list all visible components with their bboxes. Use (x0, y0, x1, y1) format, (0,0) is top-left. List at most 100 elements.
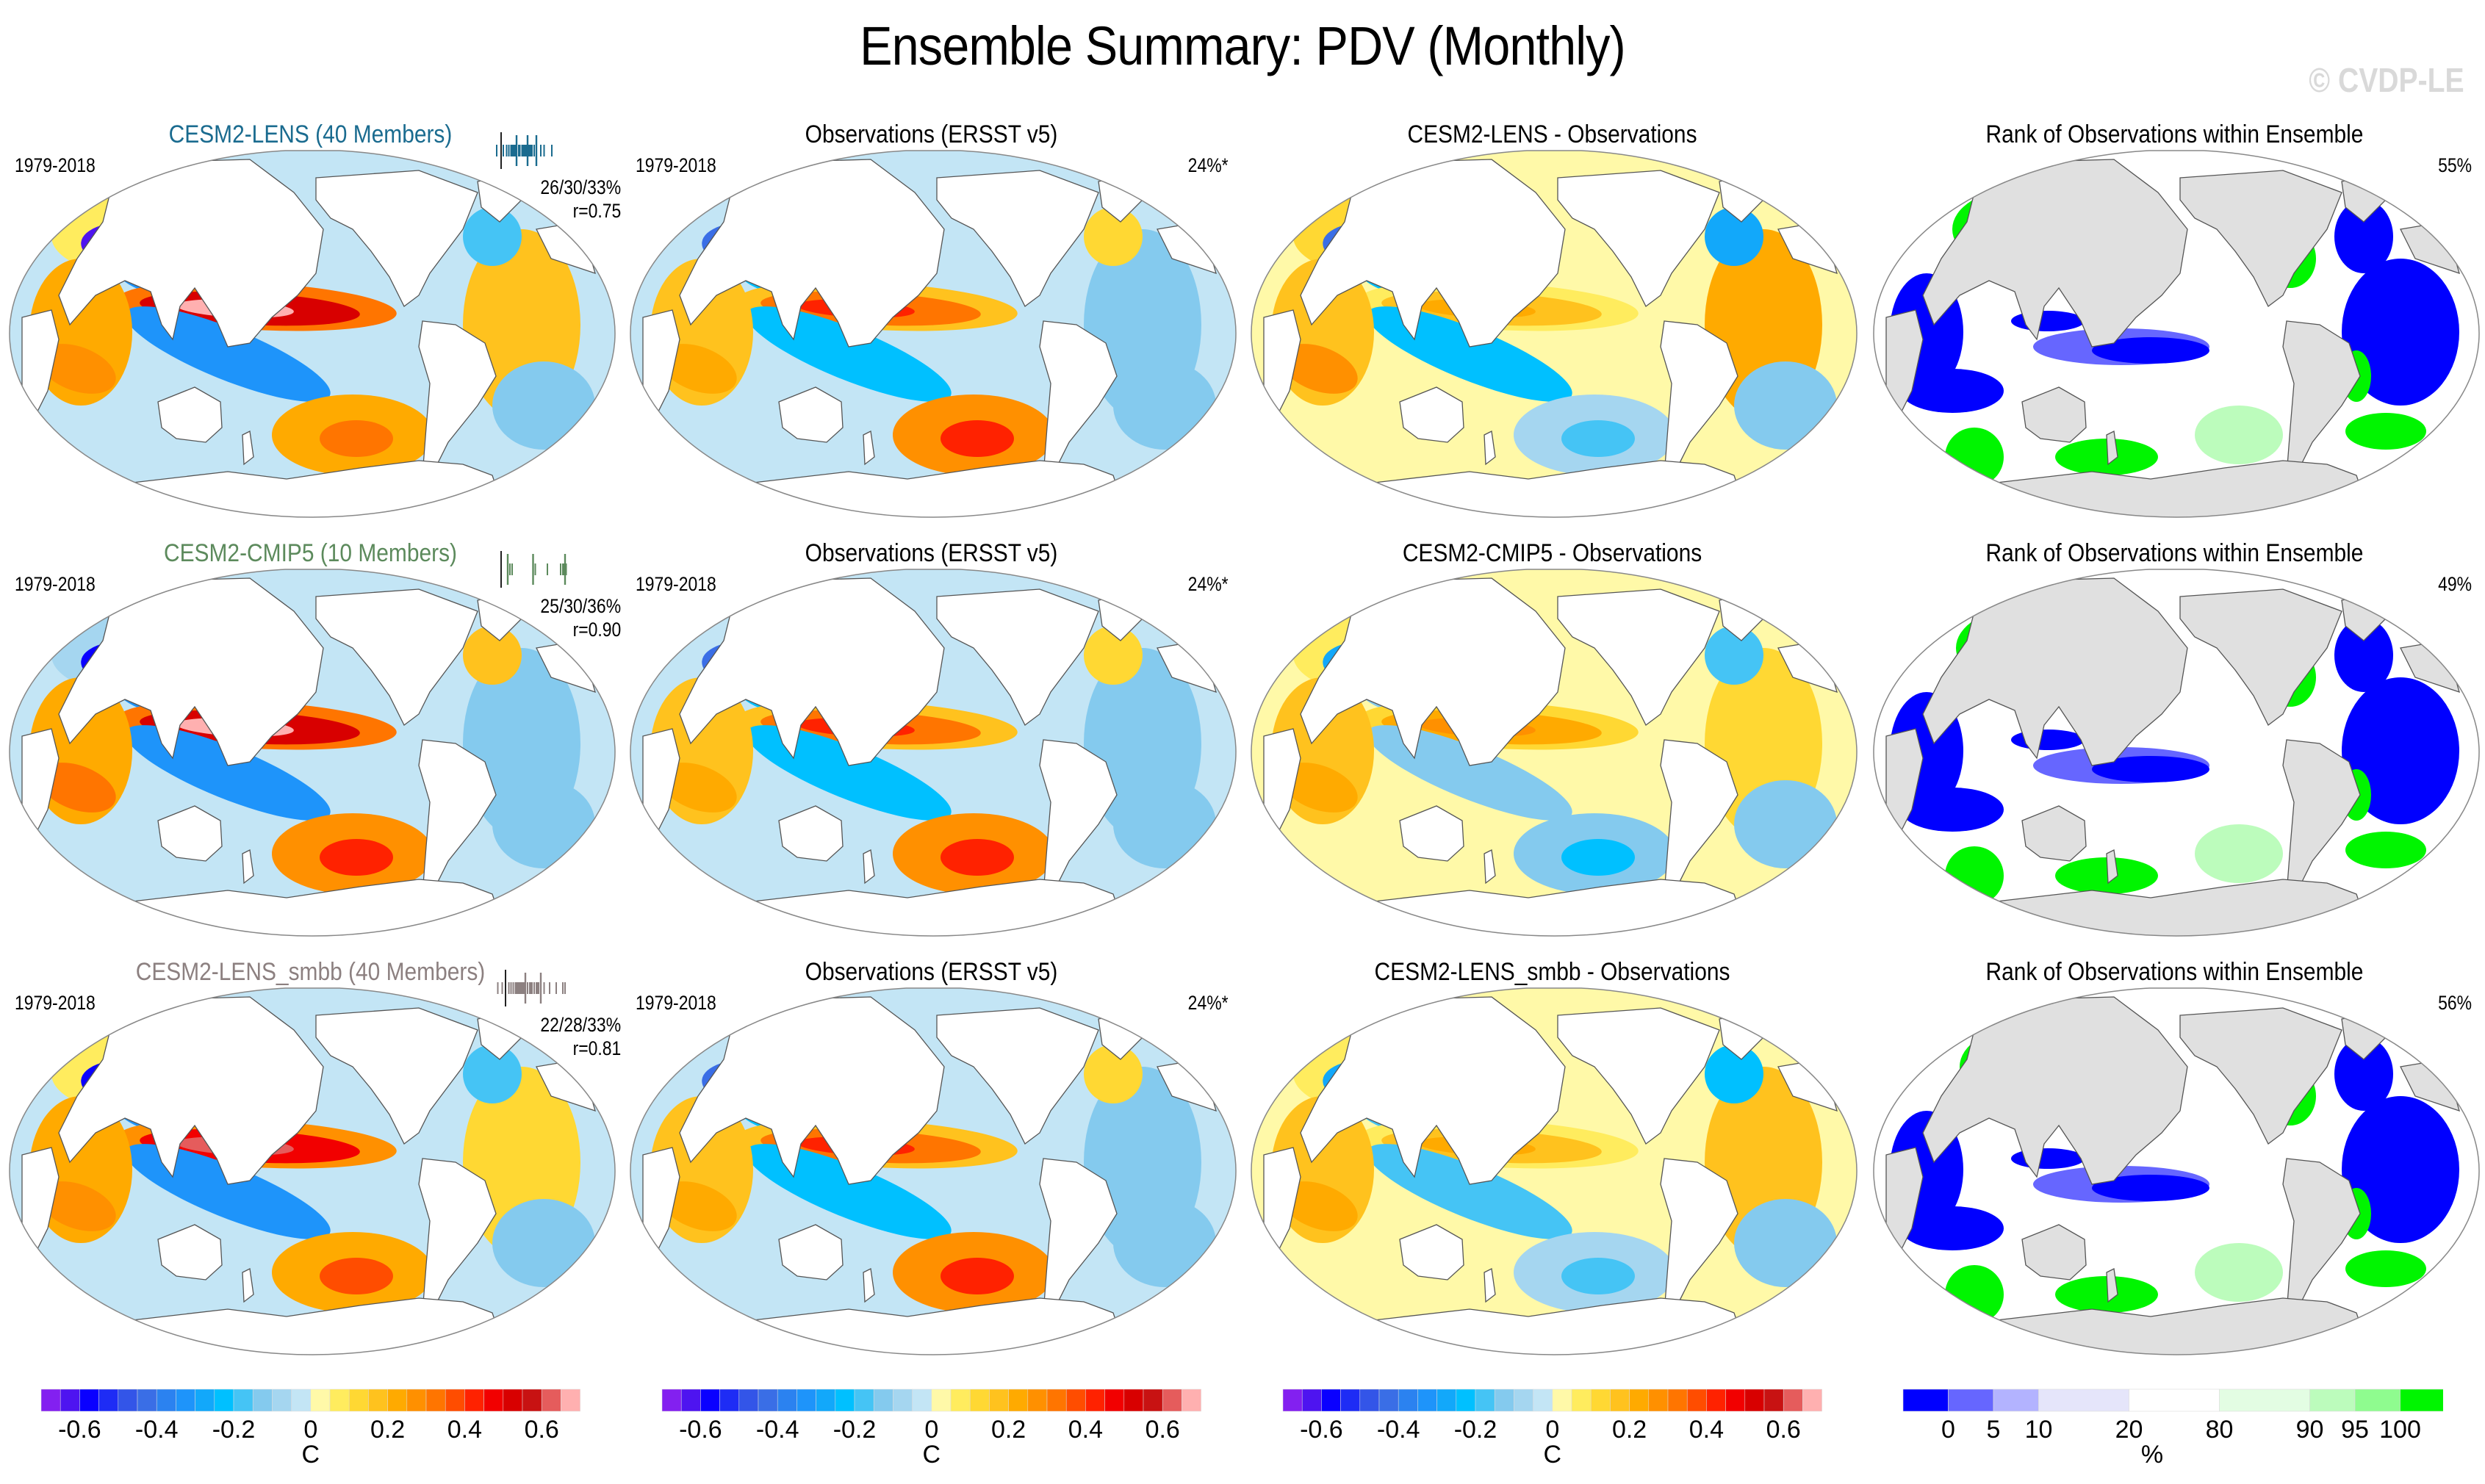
land-australia (1399, 805, 1464, 862)
colorbar-tick-label: 0 (1941, 1416, 1955, 1444)
pattern-stats: 26/30/33% (540, 176, 621, 198)
anomaly-region (1367, 725, 1572, 821)
colorbar-swatch (777, 1388, 797, 1412)
colorbar-swatch (1046, 1388, 1067, 1412)
land-southamerica (418, 1158, 497, 1314)
land-eurasia (1300, 577, 1566, 766)
colorbar-tick-label: -0.2 (1454, 1416, 1497, 1444)
colorbar-tick-label: 0 (303, 1416, 317, 1444)
rank-region (1945, 428, 2004, 486)
rank-region (1901, 788, 2004, 832)
panel-obs-row3: Observations (ERSST v5) 1979-2018 24%* (621, 948, 1242, 1366)
rank-region (2195, 406, 2283, 464)
anomaly-region (941, 1258, 1014, 1294)
colorbar-swatch (156, 1388, 176, 1412)
colorbar-swatch (1104, 1388, 1125, 1412)
anomaly-region (320, 839, 393, 876)
anomaly-region (1084, 1045, 1143, 1103)
anomaly-region (1705, 626, 1763, 685)
colorbar-swatch (1340, 1388, 1361, 1412)
colorbar-swatch (522, 1388, 542, 1412)
anomaly-region (941, 420, 1014, 457)
obs-map (630, 150, 1237, 518)
colorbar-swatch (700, 1388, 720, 1412)
land-nz (2106, 849, 2118, 885)
colorbar-swatch (1783, 1388, 1803, 1412)
colorbar-swatch (98, 1388, 119, 1412)
anomaly-region (125, 725, 331, 821)
colorbar-tick-label: 90 (2296, 1416, 2324, 1444)
ensemble-map (9, 987, 616, 1355)
rank-region (1945, 846, 2004, 905)
rank-region (2055, 1276, 2158, 1313)
anomaly-region (1705, 207, 1763, 266)
anomaly-region (1084, 207, 1143, 266)
land-eurasia (679, 577, 945, 766)
panel-title: CESM2-LENS_smbb - Observations (1374, 958, 1730, 986)
panel-title: CESM2-LENS (40 Members) (168, 120, 453, 148)
panel-title: Rank of Observations within Ensemble (1985, 958, 2364, 986)
spread-container (491, 551, 616, 588)
map-frame (9, 569, 616, 937)
land-eurasia (1922, 996, 2188, 1185)
colorbar-swatch (1282, 1388, 1303, 1412)
panel-obs-row1: Observations (ERSST v5) 1979-2018 24%* (621, 110, 1242, 529)
colorbar-swatch (503, 1388, 523, 1412)
colorbar-swatch (1725, 1388, 1746, 1412)
colorbar-tick-label: 0.2 (370, 1416, 405, 1444)
map-frame (1873, 569, 2480, 937)
colorbar-swatch (1552, 1388, 1572, 1412)
land-nz (1484, 1268, 1496, 1303)
land-antarctica (117, 879, 508, 936)
colorbar-swatch (1027, 1388, 1048, 1412)
land-antarctica (1981, 460, 2372, 517)
land-australia (2021, 805, 2087, 862)
land-southamerica (418, 739, 497, 895)
pattern-stats: 25/30/36% (540, 595, 621, 617)
anomaly-region (463, 1045, 522, 1103)
colorbar-swatch (1321, 1388, 1341, 1412)
spread-container (491, 970, 616, 1006)
land-southamerica (1660, 1158, 1738, 1314)
colorbar-swatch (2129, 1388, 2220, 1412)
land-northamerica (315, 170, 478, 307)
colorbar-swatch (329, 1388, 350, 1412)
colorbar-swatch (1494, 1388, 1514, 1412)
panel-diff-row1: CESM2-LENS - Observations (1242, 110, 1863, 529)
anomaly-region (1734, 1199, 1837, 1287)
anomaly-region (1734, 780, 1837, 868)
colorbar-swatch (291, 1388, 312, 1412)
land-antarctica (1359, 1297, 1749, 1355)
colorbar-swatch (195, 1388, 215, 1412)
colorbar-swatch (1436, 1388, 1457, 1412)
rank-region (2334, 200, 2393, 273)
anomaly-region (1113, 780, 1216, 868)
colorbar-swatch (950, 1388, 971, 1412)
colorbar-swatch (541, 1388, 561, 1412)
anomaly-region (1734, 361, 1837, 450)
colorbar-swatch (1182, 1388, 1201, 1412)
colorbar-swatch (137, 1388, 157, 1412)
rank-map (1873, 987, 2480, 1355)
map-frame (1251, 569, 1858, 937)
anomaly-region (746, 1144, 952, 1239)
panel-obs-row2: Observations (ERSST v5) 1979-2018 24%* (621, 529, 1242, 948)
colorbar-swatch (406, 1388, 427, 1412)
colorbar-units: C (302, 1441, 320, 1469)
panel-title: CESM2-LENS - Observations (1407, 120, 1697, 148)
obs-map (630, 987, 1237, 1355)
colorbar-swatch (738, 1388, 759, 1412)
pattern-correlation: r=0.75 (572, 200, 621, 222)
panel-ensemble-row1: CESM2-LENS (40 Members) 1979-2018 26/30/33… (0, 110, 621, 529)
land-southamerica (2282, 739, 2361, 895)
map-frame (1251, 150, 1858, 518)
colorbar-swatch (176, 1388, 195, 1412)
land-nz (2106, 1268, 2118, 1303)
land-southamerica (2282, 1158, 2361, 1314)
anomaly-region (38, 763, 116, 813)
land-antarctica (738, 1297, 1129, 1355)
anomaly-region (941, 839, 1014, 876)
colorbar-tick-label: 0.6 (1766, 1416, 1801, 1444)
colorbar-swatch (561, 1388, 580, 1412)
colorbar-swatch (1301, 1388, 1322, 1412)
